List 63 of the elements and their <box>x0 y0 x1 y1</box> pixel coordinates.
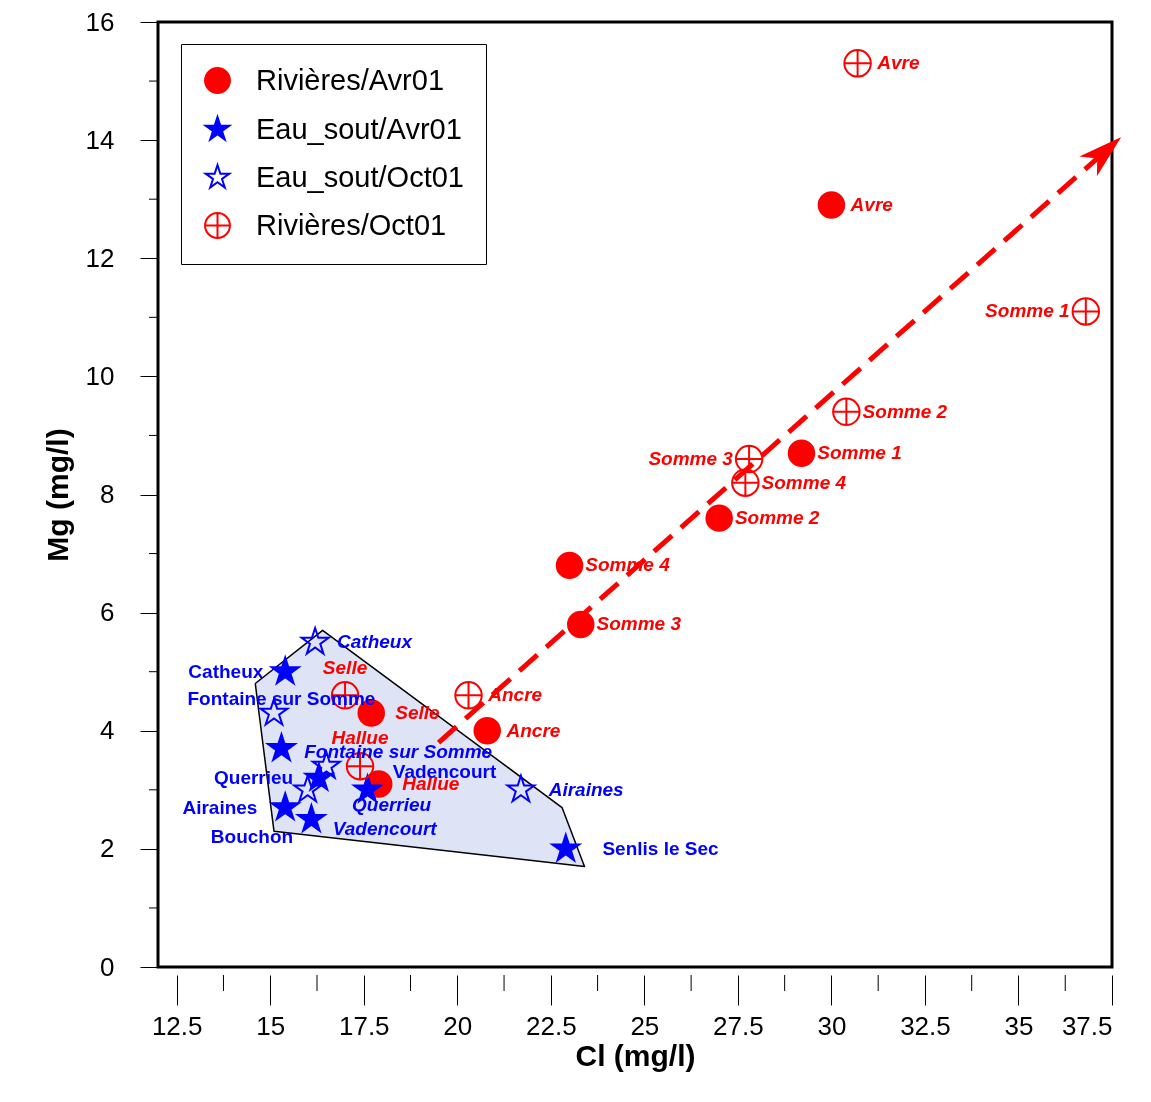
point <box>734 444 764 474</box>
point <box>567 610 595 639</box>
annotation: Querrieu <box>352 794 432 816</box>
point <box>1071 297 1101 326</box>
annotation: Ancre <box>505 719 561 741</box>
y-tick-label: 8 <box>100 479 115 509</box>
point <box>268 654 302 686</box>
x-axis-title: Cl (mg/l) <box>575 1038 696 1072</box>
legend-label: Rivières/Avr01 <box>256 63 445 96</box>
annotation: Somme 4 <box>761 471 847 493</box>
x-tick-label: 37.5 <box>1061 1010 1113 1041</box>
y-tick-label: 14 <box>85 124 115 155</box>
point <box>291 772 323 804</box>
point <box>705 504 733 532</box>
y-tick-label: 16 <box>85 6 115 37</box>
annotation: Bouchon <box>210 826 294 848</box>
annotation: Airaines <box>182 796 258 818</box>
point <box>298 625 332 657</box>
y-tick-label: 4 <box>100 715 115 746</box>
point <box>817 191 846 219</box>
legend-label: Eau_sout/Oct01 <box>256 160 464 193</box>
legend-label: Eau_sout/Avr01 <box>256 112 462 145</box>
x-tick-label: 15 <box>256 1010 286 1041</box>
annotation: Somme 2 <box>862 400 948 422</box>
annotation: Catheux <box>337 631 414 653</box>
point <box>504 772 538 804</box>
point <box>555 551 584 580</box>
x-tick-label: 32.5 <box>900 1010 951 1041</box>
point <box>843 49 872 78</box>
annotation: Somme 2 <box>734 507 820 529</box>
x-tick-label: 27.5 <box>713 1010 764 1041</box>
x-tick-label: 30 <box>817 1010 847 1041</box>
y-tick-label: 2 <box>100 833 115 864</box>
y-tick-label: 10 <box>85 360 115 391</box>
annotation: Avre <box>876 52 920 74</box>
annotation: Somme 3 <box>648 448 734 470</box>
y-tick-label: 0 <box>100 951 115 982</box>
point <box>549 831 583 863</box>
annotation: Senlis le Sec <box>602 837 720 859</box>
annotation: Catheux <box>188 660 264 682</box>
point <box>787 439 816 467</box>
annotation: Somme 1 <box>985 300 1070 322</box>
annotation: Vadencourt <box>332 817 438 839</box>
point <box>454 681 483 710</box>
x-tick-label: 17.5 <box>338 1010 390 1041</box>
x-tick-label: 22.5 <box>526 1010 577 1041</box>
point <box>473 717 501 745</box>
annotation: Airaines <box>547 778 624 800</box>
point <box>731 468 760 497</box>
x-tick-label: 25 <box>630 1010 660 1041</box>
y-axis-title: Mg (mg/l) <box>40 428 74 562</box>
y-tick-label: 12 <box>85 242 115 273</box>
x-tick-label: 12.5 <box>151 1010 203 1041</box>
x-tick-label: 35 <box>1004 1010 1034 1041</box>
x-tick-label: 20 <box>443 1010 473 1041</box>
point <box>832 397 861 427</box>
point <box>268 790 302 822</box>
annotation: Selle <box>322 656 368 678</box>
annotation: Somme 3 <box>596 613 682 635</box>
annotation: Avre <box>849 194 894 216</box>
y-tick-label: 6 <box>100 597 115 628</box>
legend-label: Rivières/Oct01 <box>256 208 447 241</box>
annotation: Somme 1 <box>817 442 902 464</box>
